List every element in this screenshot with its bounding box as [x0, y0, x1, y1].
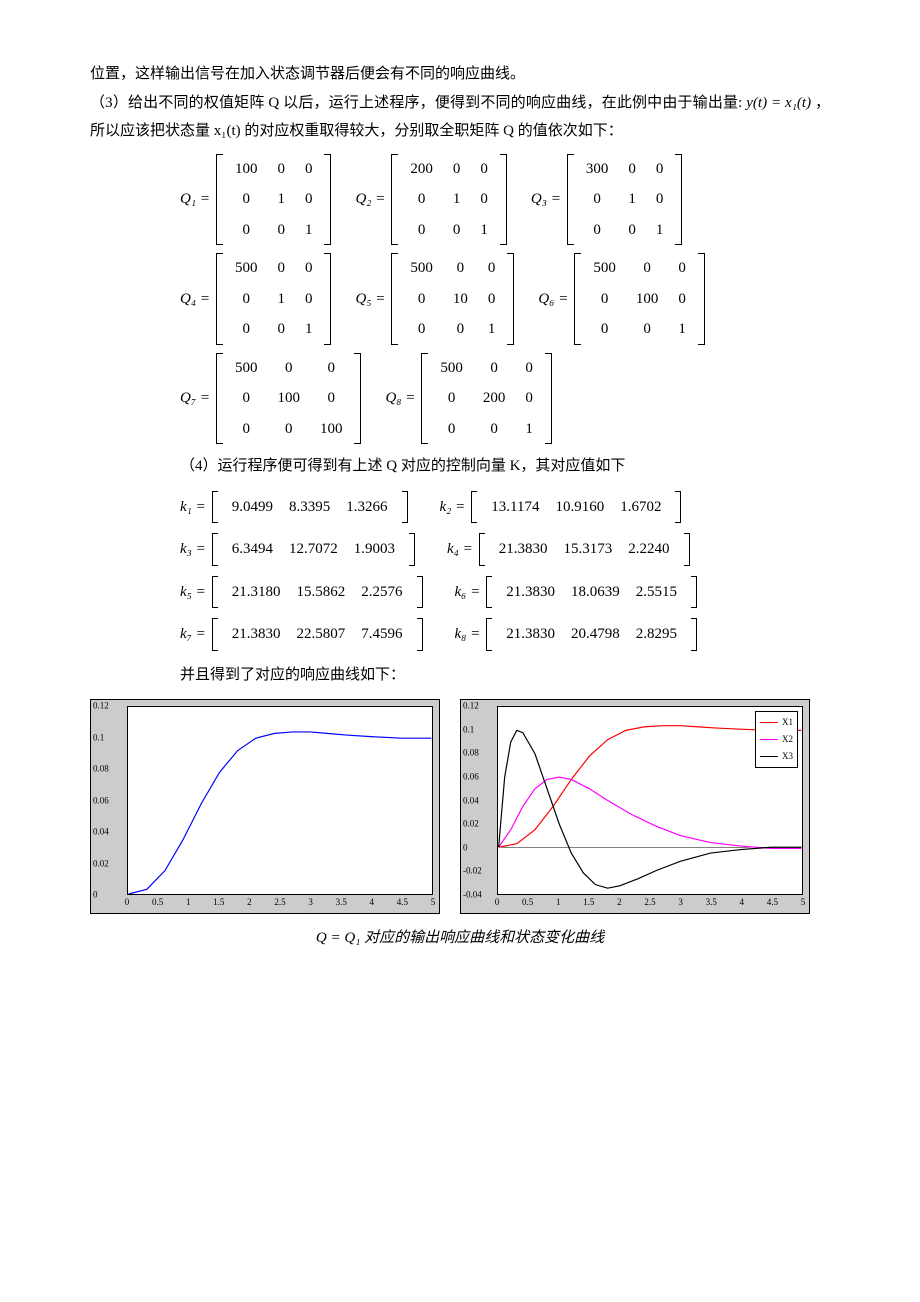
vector-k₄: k₄ =21.383015.31732.2240 — [447, 533, 690, 566]
vector-k₁: k₁ =9.04998.33951.3266 — [180, 491, 408, 524]
vector-k₇: k₇ =21.383022.58077.4596 — [180, 618, 423, 651]
paragraph-2: （3）给出不同的权值矩阵 Q 以后，运行上述程序，便得到不同的响应曲线，在此例中… — [90, 89, 830, 146]
plot-left: 00.020.040.060.080.10.1200.511.522.533.5… — [90, 699, 440, 914]
vector-k₈: k₈ =21.383020.47982.8295 — [455, 618, 698, 651]
p2a: （3）给出不同的权值矩阵 Q 以后，运行上述程序，便得到不同的响应曲线，在此例中… — [90, 95, 742, 111]
matrix-Q₄: Q₄ =50000010001 — [180, 253, 331, 345]
paragraph-4: 并且得到了对应的响应曲线如下： — [90, 661, 830, 690]
caption-text: Q = Q₁ 对应的输出响应曲线和状态变化曲线 — [316, 930, 604, 946]
plot-right: X1X2X3 -0.04-0.0200.020.040.060.080.10.1… — [460, 699, 810, 914]
q-row-1: Q₁ =10000010001 Q₂ =20000010001 Q₃ =300000… — [90, 154, 830, 246]
vector-k₆: k₆ =21.383018.06392.5515 — [455, 576, 698, 609]
q-row-3: Q₇ =500000100000100 Q₈ =5000002000001 — [90, 353, 830, 445]
figure-caption: Q = Q₁ 对应的输出响应曲线和状态变化曲线 — [90, 924, 830, 953]
k-block: k₁ =9.04998.33951.3266 k₂ =13.117410.9160… — [90, 491, 830, 651]
plot-left-axes — [127, 706, 433, 895]
matrix-Q₇: Q₇ =500000100000100 — [180, 353, 361, 445]
matrix-Q₆: Q₆ =5000001000001 — [538, 253, 704, 345]
matrix-Q₂: Q₂ =20000010001 — [355, 154, 506, 246]
matrix-Q₁: Q₁ =10000010001 — [180, 154, 331, 246]
p2-math: y(t) = x₁(t) — [746, 95, 811, 111]
plots-row: 00.020.040.060.080.10.1200.511.522.533.5… — [90, 699, 830, 914]
matrix-Q₃: Q₃ =30000010001 — [531, 154, 682, 246]
vector-k₅: k₅ =21.318015.58622.2576 — [180, 576, 423, 609]
vector-k₃: k₃ =6.349412.70721.9003 — [180, 533, 415, 566]
q-row-2: Q₄ =50000010001 Q₅ =500000100001 Q₆ =50000… — [90, 253, 830, 345]
vector-k₂: k₂ =13.117410.91601.6702 — [440, 491, 682, 524]
matrix-Q₅: Q₅ =500000100001 — [355, 253, 514, 345]
legend: X1X2X3 — [755, 711, 798, 768]
paragraph-3: （4）运行程序便可得到有上述 Q 对应的控制向量 K，其对应值如下 — [90, 452, 830, 481]
matrix-Q₈: Q₈ =5000002000001 — [385, 353, 551, 445]
plot-right-axes: X1X2X3 — [497, 706, 803, 895]
paragraph-1: 位置，这样输出信号在加入状态调节器后便会有不同的响应曲线。 — [90, 60, 830, 89]
